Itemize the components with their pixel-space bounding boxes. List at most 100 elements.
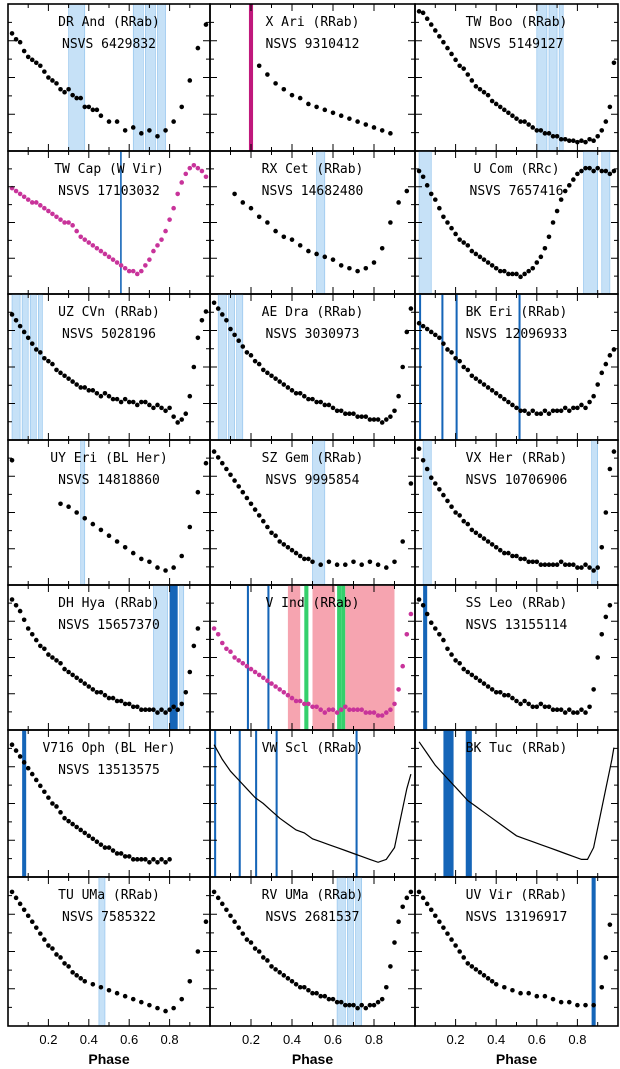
data-point	[343, 704, 348, 710]
data-point	[171, 1005, 176, 1011]
data-point	[449, 225, 454, 231]
data-point	[379, 996, 385, 1002]
data-point	[404, 632, 410, 637]
data-point	[70, 379, 75, 384]
data-point	[224, 466, 229, 472]
data-point	[13, 895, 19, 901]
data-point	[195, 165, 201, 171]
highlight-band	[591, 439, 598, 586]
data-point	[17, 323, 23, 329]
data-point	[134, 704, 140, 710]
data-point	[70, 92, 75, 98]
data-point	[465, 669, 471, 675]
star-name-label: VX Her (RRab)	[466, 451, 568, 466]
data-point	[130, 125, 136, 130]
data-point	[54, 658, 59, 663]
data-point	[433, 481, 438, 486]
data-point	[106, 695, 112, 701]
data-point	[94, 690, 100, 695]
data-point	[187, 979, 193, 984]
data-point	[424, 16, 430, 22]
data-point	[273, 228, 278, 234]
data-point	[522, 271, 527, 277]
data-point	[74, 824, 79, 830]
data-point	[228, 649, 233, 654]
data-point	[469, 672, 475, 678]
data-point	[558, 136, 564, 142]
data-point	[310, 396, 315, 402]
data-point	[473, 967, 479, 972]
data-point	[314, 399, 319, 405]
data-point	[29, 200, 35, 205]
data-point	[465, 243, 471, 248]
data-point	[159, 857, 164, 862]
data-point	[29, 341, 35, 346]
x-tick-label: 0.4	[80, 1032, 98, 1047]
panel-1: DR And (RRab) NSVS 6429832	[7, 3, 211, 152]
data-point	[384, 710, 389, 715]
data-point	[66, 669, 71, 675]
data-point	[273, 967, 278, 972]
data-point	[392, 940, 397, 945]
data-point	[587, 565, 592, 570]
data-point	[114, 990, 120, 996]
data-point	[318, 707, 324, 712]
data-point	[343, 562, 348, 567]
data-point	[420, 323, 426, 329]
data-point	[86, 104, 92, 110]
data-point	[571, 405, 576, 411]
data-point	[514, 116, 519, 121]
data-point	[554, 562, 560, 567]
data-point	[485, 684, 491, 689]
panel-15: SS Leo (RRab) NSVS 13155114	[414, 584, 619, 731]
data-point	[445, 931, 450, 936]
data-point	[98, 393, 104, 399]
data-point	[558, 999, 564, 1005]
highlight-band	[287, 585, 301, 730]
data-point	[526, 411, 531, 417]
data-point	[232, 655, 237, 660]
x-tick-label: 0.8	[365, 1032, 383, 1047]
data-point	[98, 984, 104, 990]
highlight-band	[267, 585, 270, 730]
data-point	[461, 518, 467, 524]
data-point	[388, 220, 393, 225]
data-point	[445, 646, 450, 652]
data-point	[183, 171, 189, 177]
data-point	[240, 661, 246, 666]
star-name-label: V Ind (RRab)	[266, 596, 360, 611]
data-point	[269, 964, 274, 969]
data-point	[404, 188, 410, 194]
data-point	[62, 666, 67, 672]
data-point	[355, 1005, 360, 1011]
data-point	[363, 1005, 369, 1011]
x-tick-label: 0.8	[568, 1032, 586, 1047]
highlight-band	[169, 585, 178, 730]
data-point	[506, 692, 511, 698]
data-point	[473, 675, 479, 681]
data-point	[273, 376, 278, 381]
data-point	[534, 260, 540, 265]
data-point	[98, 527, 104, 533]
data-point	[139, 857, 144, 862]
data-point	[388, 707, 393, 712]
data-point	[248, 501, 254, 507]
data-point	[285, 692, 291, 698]
data-point	[58, 810, 63, 815]
data-point	[151, 405, 156, 411]
data-point	[46, 358, 51, 364]
data-point	[147, 257, 152, 262]
panel-5: RX Cet (RRab) NSVS 14682480	[209, 150, 416, 295]
data-point	[236, 925, 241, 930]
data-point	[38, 63, 43, 69]
data-point	[322, 107, 328, 113]
data-point	[29, 771, 35, 777]
data-point	[518, 274, 523, 280]
data-point	[215, 632, 221, 637]
x-axis-title: Phase	[88, 1051, 129, 1067]
data-point	[603, 955, 609, 960]
data-point	[396, 919, 401, 924]
data-point	[86, 833, 92, 839]
data-point	[244, 663, 250, 669]
star-name-label: TW Boo (RRab)	[466, 15, 568, 30]
